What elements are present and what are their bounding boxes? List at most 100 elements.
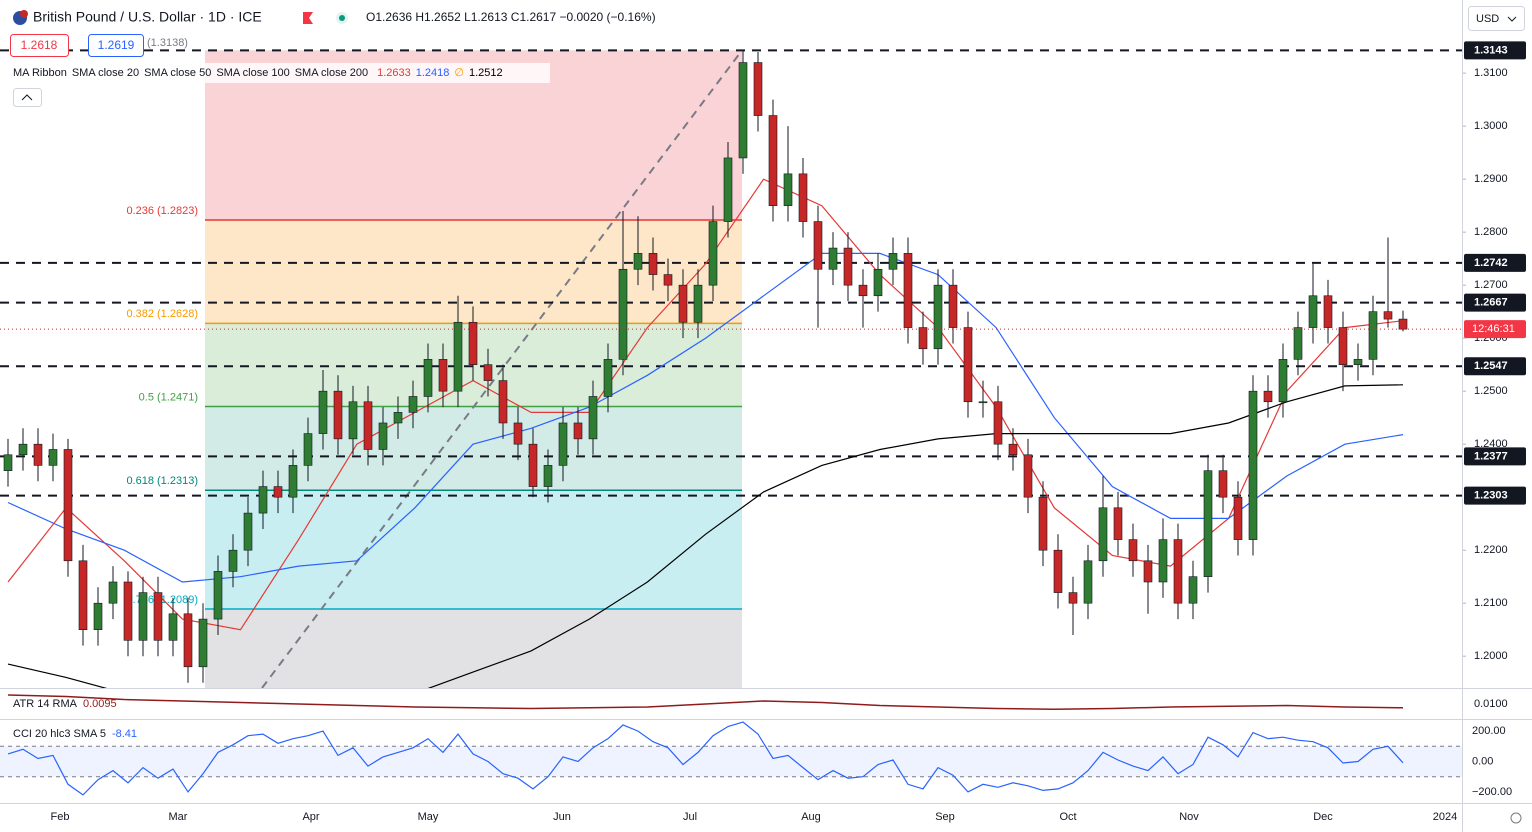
fib-zone (205, 406, 742, 491)
collapse-icon (21, 94, 33, 101)
candle-body (873, 268, 883, 297)
y-tick-label: 1.2900 (1474, 173, 1508, 185)
fib-label: 0.382 (1.2628) (126, 308, 198, 320)
legend-text: 1.2512 (469, 67, 503, 79)
buy-price[interactable]: 1.2619 (98, 38, 135, 52)
symbol-title[interactable]: British Pound / U.S. Dollar · 1D · ICE (33, 9, 262, 25)
currency-select[interactable] (1468, 6, 1525, 31)
indicator-value: 0.0095 (83, 698, 117, 710)
level-tag (1464, 486, 1526, 505)
indicator-value: -8.41 (112, 728, 137, 740)
x-tick-label: Sep (935, 811, 955, 823)
legend-text: SMA close 100 (216, 67, 289, 79)
candle-body (783, 173, 793, 206)
candle-body (618, 268, 628, 360)
x-tick-label: Jul (683, 811, 697, 823)
candle-body (318, 390, 328, 434)
candle-body (78, 560, 88, 630)
ma-line (7, 178, 1404, 631)
x-tick-label: Aug (801, 811, 821, 823)
candle-body (153, 592, 163, 641)
atr-line (7, 694, 1404, 711)
candle-body (183, 613, 193, 668)
level-label: 1.2377 (1474, 450, 1508, 462)
x-tick-label: Nov (1179, 811, 1199, 823)
candle-body (1383, 311, 1393, 320)
candle-body (1143, 560, 1153, 583)
candle-body (1038, 496, 1048, 551)
sell-price[interactable]: 1.2618 (21, 38, 58, 52)
candle-body (1113, 507, 1123, 540)
fib-zone (205, 609, 742, 688)
y-tick-label: 1.2800 (1474, 226, 1508, 238)
candle-body (588, 396, 598, 440)
candle-body (978, 401, 988, 404)
level-tag (1464, 253, 1526, 272)
settings-icon[interactable] (1510, 812, 1522, 824)
currency[interactable]: USD (1476, 13, 1499, 25)
candle-body (693, 284, 703, 323)
indicator-label: ATR 14 RMA (13, 698, 78, 710)
candle-body (1158, 539, 1168, 583)
fib-label: 0.618 (1.2313) (126, 475, 198, 487)
candle-body (948, 284, 958, 328)
candle-body (738, 62, 748, 159)
candle-body (573, 422, 583, 440)
candle-body (768, 115, 778, 206)
sell-button[interactable] (10, 34, 69, 57)
candle-body (1338, 327, 1348, 365)
cci-line (7, 721, 1404, 796)
candle-body (303, 433, 313, 466)
y-tick-label: 1.2700 (1474, 279, 1508, 291)
legend-text: MA Ribbon (13, 67, 67, 79)
x-tick-label: Apr (302, 811, 319, 823)
collapse-button[interactable] (13, 88, 42, 107)
legend-text: SMA close 20 (72, 67, 139, 79)
candle-body (1023, 454, 1033, 498)
candle-body (63, 449, 73, 562)
buy-button[interactable] (88, 34, 144, 57)
y-tick-label: 1.2100 (1474, 597, 1508, 609)
fib-zone (205, 490, 742, 610)
candle-body (888, 253, 898, 270)
y-tick-label: 0.00 (1472, 755, 1493, 767)
candle-body (123, 581, 133, 641)
candle-body (558, 422, 568, 466)
candle-body (663, 274, 673, 286)
candle-body (723, 157, 733, 222)
candle-body (993, 401, 1003, 445)
candle-body (1188, 576, 1198, 604)
fib-label: 0.236 (1.2823) (126, 205, 198, 217)
candle-body (243, 512, 253, 551)
overlay: 1.31001.30001.29001.28001.27001.26001.25… (13, 41, 1526, 823)
x-tick-label: May (418, 811, 439, 823)
candle-body (1083, 560, 1093, 604)
candle-body (843, 247, 853, 286)
ma-legend: MA Ribbon SMA close 20 SMA close 50 SMA clo… (13, 67, 503, 79)
candle-body (438, 359, 448, 392)
dropdown-icon (1507, 16, 1517, 22)
level-label: 1.3143 (1474, 44, 1508, 56)
y-tick-label: 1.3100 (1474, 67, 1508, 79)
level-label: 1.2547 (1474, 360, 1508, 372)
candle-body (1098, 507, 1108, 562)
y-tick-label: 1.2400 (1474, 438, 1508, 450)
candle-body (3, 454, 13, 471)
candle-body (258, 486, 268, 514)
candle-body (753, 62, 763, 116)
candle-body (813, 221, 823, 270)
candle-body (1128, 539, 1138, 562)
candle-body (288, 465, 298, 498)
y-tick-label: −200.00 (1472, 786, 1512, 798)
candle-body (273, 486, 283, 498)
candle-body (1323, 295, 1333, 328)
candle-body (648, 253, 658, 275)
y-tick-label: 200.00 (1472, 725, 1506, 737)
candle-body (423, 359, 433, 397)
candle-body (633, 253, 643, 270)
flag-icon[interactable] (303, 12, 313, 24)
candle-body (348, 401, 358, 440)
candle-body (903, 253, 913, 328)
candle-body (138, 592, 148, 641)
